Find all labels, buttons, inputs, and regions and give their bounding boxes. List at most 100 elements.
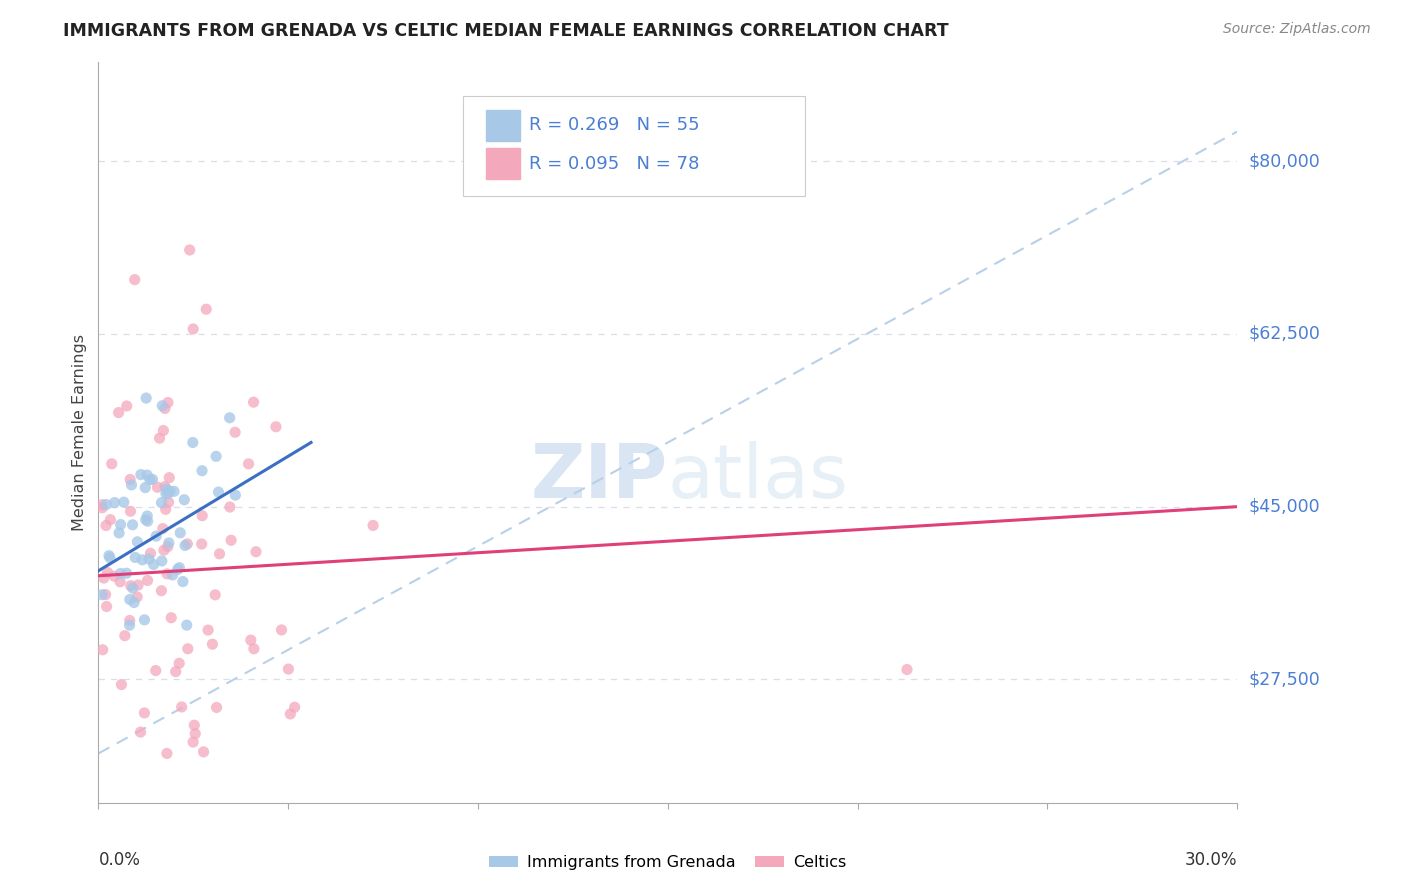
Point <box>98 549 121 563</box>
Point <box>134 481 156 495</box>
Point <box>118 614 141 628</box>
Point <box>174 538 197 552</box>
Bar <box>485 148 520 179</box>
Text: R = 0.269   N = 55: R = 0.269 N = 55 <box>529 116 700 135</box>
Point <box>172 574 194 589</box>
Text: $62,500: $62,500 <box>1249 325 1320 343</box>
Point <box>118 618 141 632</box>
Point <box>208 547 231 561</box>
Point <box>219 500 242 514</box>
Point <box>224 425 246 440</box>
Point <box>184 727 207 741</box>
Point <box>284 700 307 714</box>
Point <box>157 486 180 500</box>
Text: IMMIGRANTS FROM GRENADA VS CELTIC MEDIAN FEMALE EARNINGS CORRELATION CHART: IMMIGRANTS FROM GRENADA VS CELTIC MEDIAN… <box>63 22 949 40</box>
Point <box>124 550 146 565</box>
Point <box>159 484 181 499</box>
Point <box>97 566 120 580</box>
Point <box>264 419 287 434</box>
Legend: Immigrants from Grenada, Celtics: Immigrants from Grenada, Celtics <box>482 848 853 876</box>
Point <box>136 468 159 483</box>
Point <box>277 662 299 676</box>
Point <box>191 464 214 478</box>
Point <box>156 566 179 581</box>
Point <box>129 467 152 482</box>
Point <box>129 725 152 739</box>
Text: $80,000: $80,000 <box>1249 153 1320 170</box>
Point <box>169 560 191 574</box>
Text: R = 0.095   N = 78: R = 0.095 N = 78 <box>529 155 699 173</box>
Point <box>139 546 162 560</box>
Point <box>139 473 162 487</box>
FancyBboxPatch shape <box>463 95 804 195</box>
Text: 30.0%: 30.0% <box>1185 851 1237 869</box>
Point <box>121 581 143 595</box>
Point <box>146 480 169 494</box>
Point <box>124 272 146 286</box>
Point <box>120 504 142 518</box>
Point <box>94 518 117 533</box>
Point <box>157 470 180 484</box>
Point <box>136 574 159 588</box>
Point <box>153 480 176 494</box>
Point <box>361 518 384 533</box>
Point <box>110 517 132 532</box>
Point <box>94 588 117 602</box>
Point <box>219 533 242 548</box>
Point <box>181 322 204 336</box>
Point <box>127 578 149 592</box>
Point <box>110 566 132 581</box>
Point <box>157 536 180 550</box>
Point <box>110 677 132 691</box>
Point <box>131 553 153 567</box>
Point <box>91 500 114 515</box>
Point <box>120 579 142 593</box>
Point <box>100 513 122 527</box>
Point <box>134 613 156 627</box>
Point <box>150 583 173 598</box>
Point <box>176 537 198 551</box>
Point <box>156 540 179 554</box>
Point <box>201 637 224 651</box>
Point <box>242 395 264 409</box>
Point <box>118 592 141 607</box>
Point <box>155 487 177 501</box>
Point <box>155 482 177 496</box>
Text: 0.0%: 0.0% <box>98 851 141 869</box>
Y-axis label: Median Female Earnings: Median Female Earnings <box>72 334 87 531</box>
Point <box>181 435 204 450</box>
Point <box>190 537 212 551</box>
Point <box>152 522 174 536</box>
Point <box>100 457 122 471</box>
Point <box>207 485 229 500</box>
Point <box>245 545 267 559</box>
Point <box>96 599 118 614</box>
Point <box>107 406 129 420</box>
Point <box>160 611 183 625</box>
Point <box>112 495 135 509</box>
Point <box>169 525 191 540</box>
Point <box>115 399 138 413</box>
Point <box>103 569 125 583</box>
Point <box>195 302 218 317</box>
Point <box>205 450 228 464</box>
Point <box>243 641 266 656</box>
Point <box>156 747 179 761</box>
Point <box>191 508 214 523</box>
Point <box>145 529 167 543</box>
Point <box>155 502 177 516</box>
Point <box>93 571 115 585</box>
Point <box>166 562 188 576</box>
Text: $45,000: $45,000 <box>1249 498 1320 516</box>
Point <box>127 534 149 549</box>
Point <box>239 633 262 648</box>
Point <box>162 568 184 582</box>
Point <box>122 595 145 609</box>
Point <box>163 484 186 499</box>
Point <box>153 401 176 416</box>
Point <box>91 588 114 602</box>
Point <box>135 512 157 526</box>
Point <box>153 543 176 558</box>
Point <box>170 700 193 714</box>
Point <box>193 745 215 759</box>
